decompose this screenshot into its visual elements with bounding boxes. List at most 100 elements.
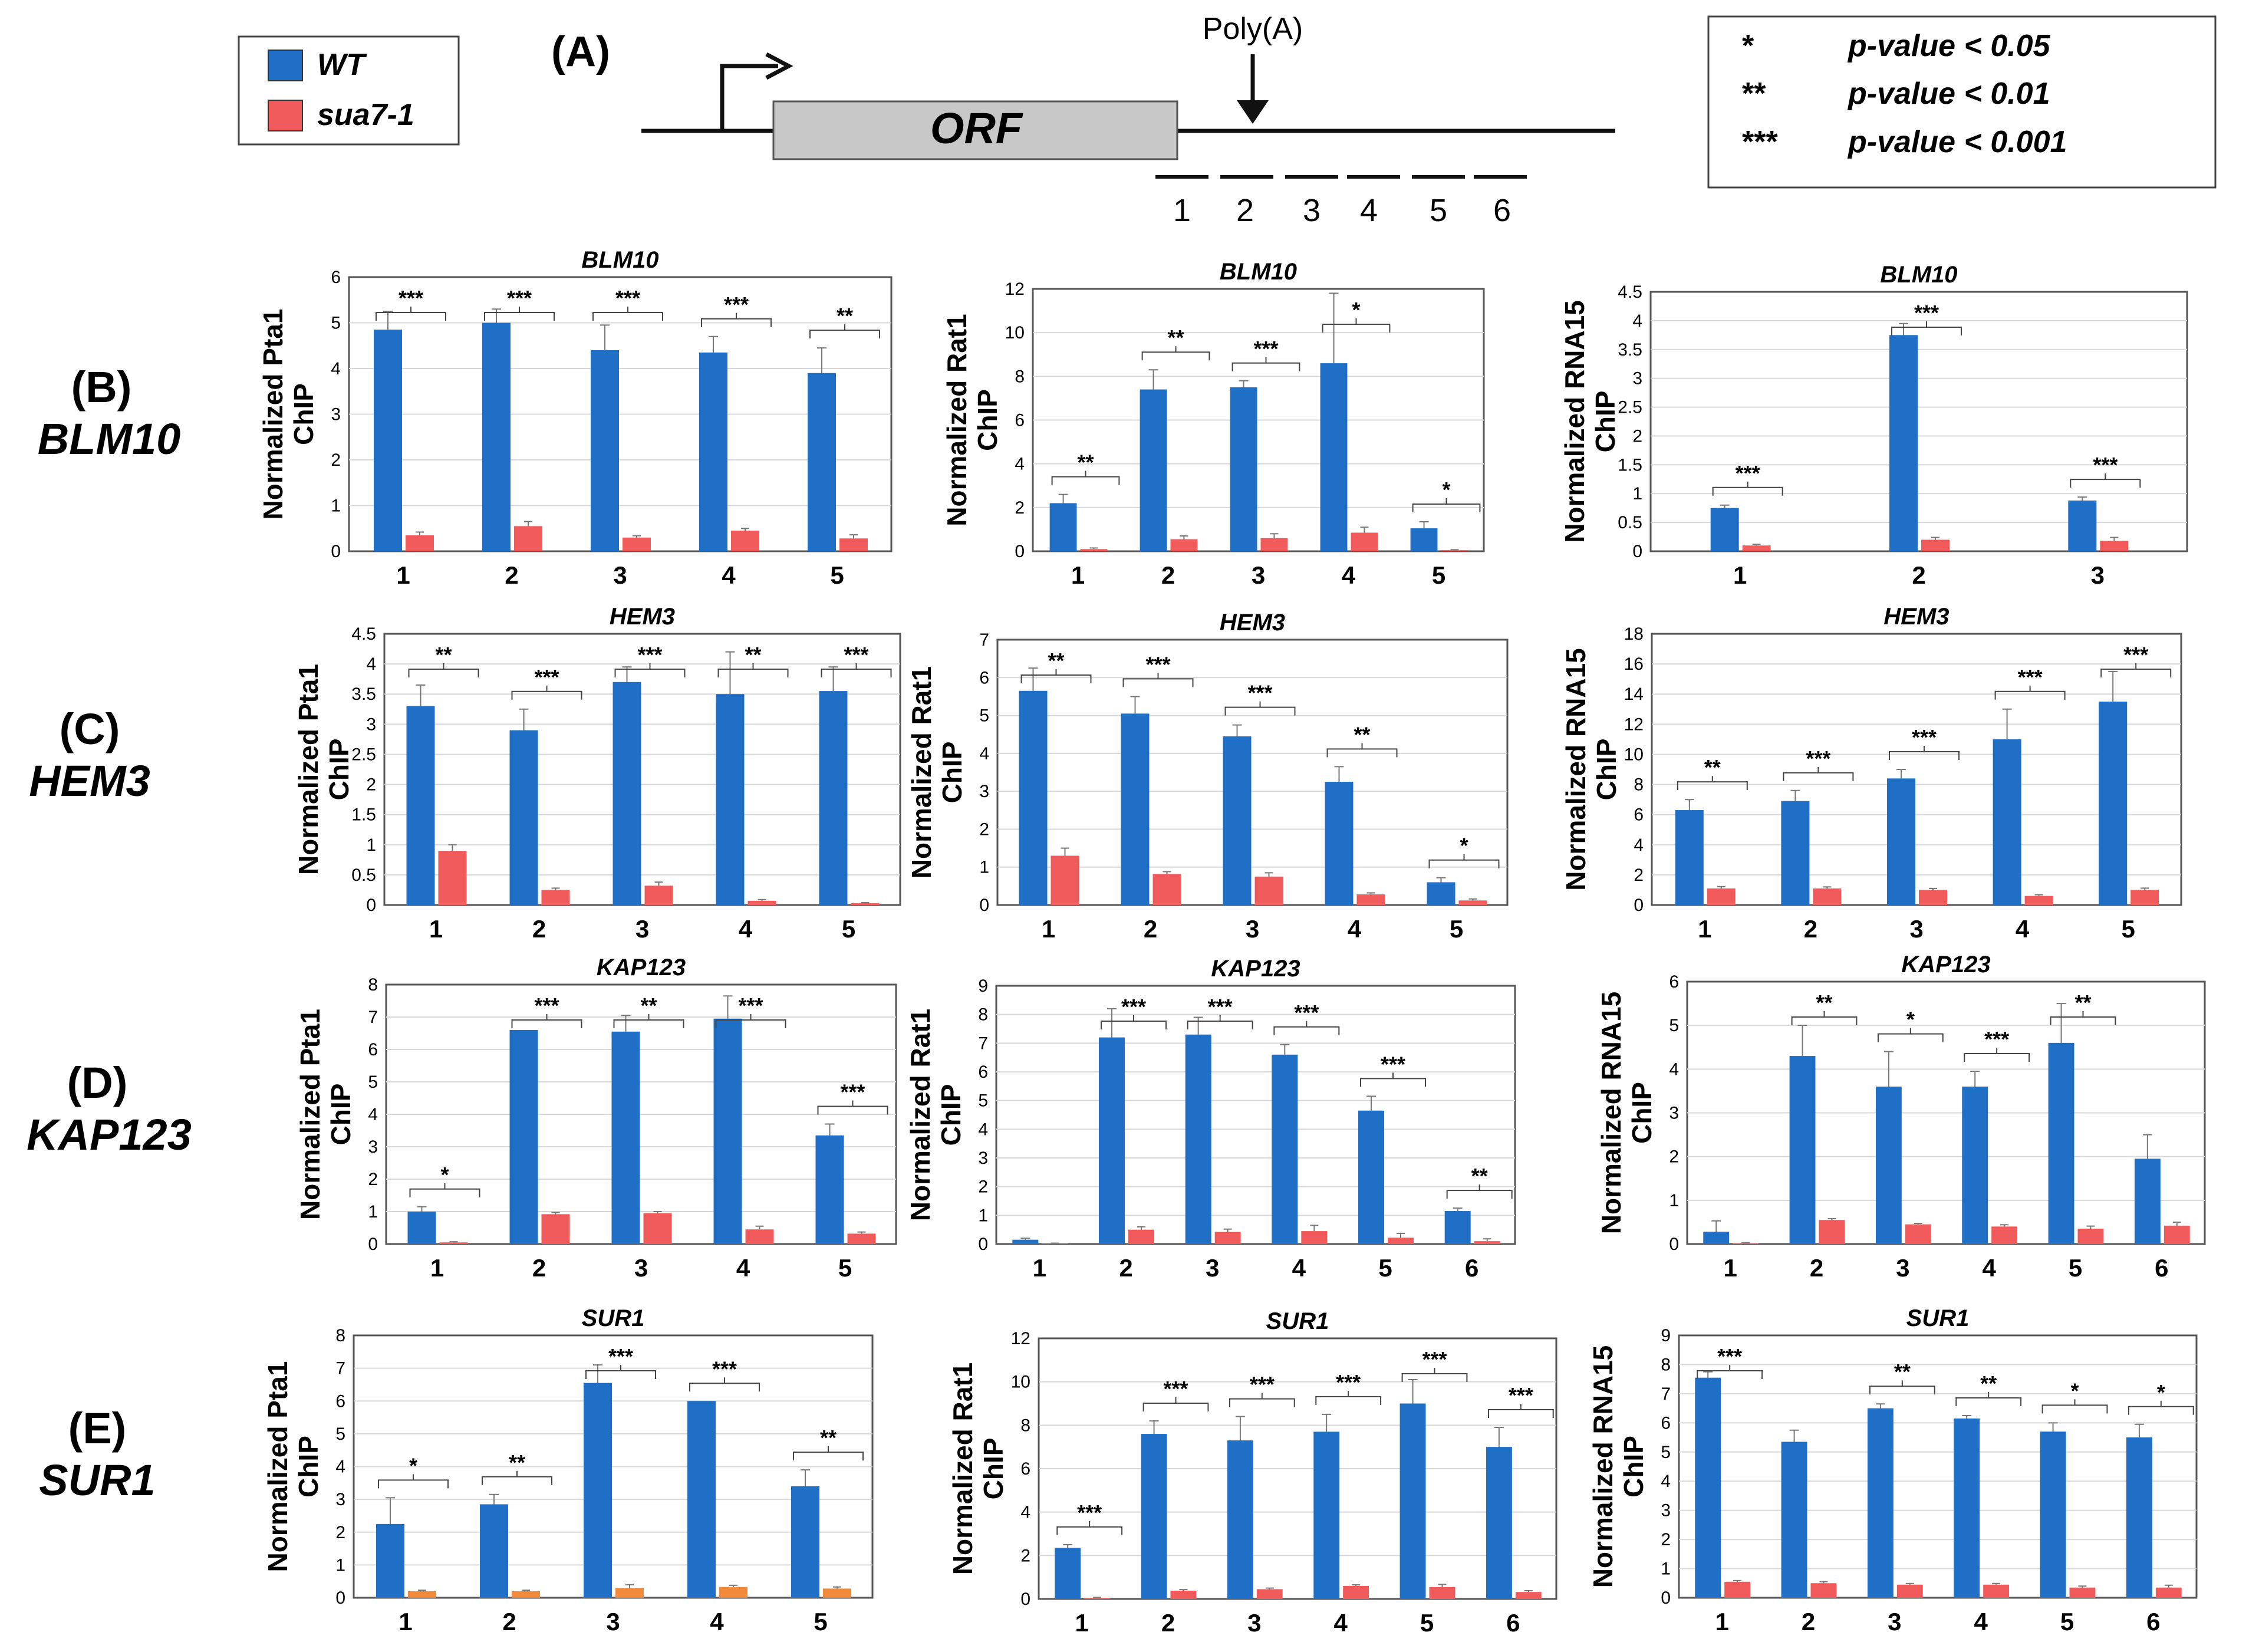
bar-sua7 [643, 1213, 672, 1244]
bar-wt [2126, 1437, 2152, 1598]
y-tick-label: 18 [1624, 624, 1644, 644]
x-tick-label: 1 [1723, 1254, 1737, 1282]
pvalue-stars-3: *** [1742, 125, 1778, 159]
y-axis-label: Normalized Pta1ChIP [258, 309, 319, 520]
bar-wt [1141, 1434, 1167, 1599]
significance-stars: ** [1048, 649, 1064, 673]
significance-stars: *** [608, 1344, 633, 1368]
bar-sua7 [2100, 541, 2129, 551]
bar-sua7 [1819, 1220, 1845, 1244]
region-label-1: 1 [1173, 193, 1191, 228]
significance-stars: *** [399, 286, 423, 310]
significance-stars: * [440, 1163, 449, 1187]
significance-stars: ** [820, 1426, 837, 1450]
x-tick-label: 4 [722, 561, 736, 589]
bar-wt [509, 730, 538, 905]
y-tick-label: 3 [1661, 1501, 1671, 1521]
gene-schematic: (A) ORF Poly(A) 1 2 3 4 5 6 [551, 12, 1615, 228]
bar-sua7 [2155, 1587, 2182, 1598]
bar-sua7 [408, 1591, 436, 1598]
bar-wt [1695, 1377, 1721, 1598]
bar-wt [1781, 1442, 1807, 1598]
y-tick-label: 5 [331, 314, 341, 333]
significance-stars: ** [1816, 990, 1832, 1015]
y-tick-label: 4 [1015, 455, 1025, 474]
bar-wt [1358, 1110, 1384, 1244]
y-tick-label: 2 [1020, 1546, 1030, 1565]
x-tick-label: 5 [842, 915, 855, 943]
x-tick-label: 5 [2069, 1254, 2082, 1282]
significance-stars: *** [534, 993, 559, 1018]
significance-stars: *** [2093, 453, 2118, 477]
bar-wt [716, 694, 745, 905]
chart-title: HEM3 [1883, 604, 1949, 630]
bar-wt [1867, 1408, 1894, 1598]
bar-wt [2134, 1159, 2161, 1244]
x-tick-label: 3 [1206, 1254, 1219, 1282]
chart-title: SUR1 [582, 1305, 645, 1331]
y-tick-label: 6 [1015, 411, 1025, 430]
significance-stars: ** [1704, 755, 1721, 779]
bar-sua7 [1152, 874, 1181, 905]
row-gene-hem3: HEM3 [29, 756, 150, 805]
pvalue-stars-1: * [1742, 29, 1754, 63]
significance-stars: *** [1208, 995, 1233, 1019]
y-tick-label: 2 [1661, 1530, 1671, 1549]
bar-sua7 [839, 538, 868, 551]
region-label-6: 6 [1493, 193, 1511, 228]
bar-wt [815, 1135, 844, 1244]
bar-sua7 [1214, 1232, 1241, 1244]
x-tick-label: 3 [634, 1254, 648, 1282]
x-tick-label: 4 [1974, 1608, 1988, 1635]
bar-sua7 [1742, 545, 1771, 551]
x-tick-label: 2 [1912, 561, 1925, 589]
x-tick-label: 1 [1042, 915, 1055, 943]
x-tick-label: 4 [1292, 1254, 1306, 1282]
y-tick-label: 10 [1005, 323, 1025, 343]
bar-wt [1889, 335, 1918, 551]
legend-swatch-sua7 [268, 100, 303, 131]
bar-sua7 [1707, 888, 1736, 905]
x-tick-label: 3 [1252, 561, 1265, 589]
significance-stars: ** [1167, 325, 1184, 350]
chart-1: 0 1 2 3 4 5 6 BLM10 Normalized Pta1ChIP 1 *** 2 *** 3… [258, 247, 893, 589]
x-tick-label: 6 [2146, 1608, 2160, 1635]
x-tick-label: 5 [2122, 915, 2135, 943]
chart-title: BLM10 [1880, 262, 1957, 288]
bar-wt [1675, 810, 1704, 905]
y-tick-label: 3.5 [1618, 340, 1642, 360]
bar-wt [1444, 1211, 1471, 1244]
bar-wt [1486, 1447, 1512, 1599]
x-tick-label: 2 [1161, 1609, 1175, 1637]
bar-sua7 [1919, 890, 1947, 905]
y-tick-label: 6 [1669, 972, 1679, 992]
x-tick-label: 4 [1342, 561, 1356, 589]
chart-title: BLM10 [581, 247, 658, 273]
x-tick-label: 2 [505, 561, 518, 589]
y-tick-label: 4 [979, 744, 989, 764]
x-tick-label: 2 [532, 915, 546, 943]
region-markers: 1 2 3 4 5 6 [1155, 175, 1527, 228]
bar-sua7 [438, 851, 467, 905]
y-tick-label: 0 [335, 1588, 345, 1608]
y-tick-label: 12 [1624, 715, 1644, 734]
row-gene-sur1: SUR1 [39, 1456, 155, 1505]
bar-wt [1140, 389, 1167, 551]
bar-sua7 [1388, 1238, 1414, 1244]
significance-bracket [1315, 1396, 1382, 1405]
x-tick-label: 4 [1982, 1254, 1996, 1282]
legend-label-sua7: sua7-1 [317, 98, 414, 132]
y-tick-label: 0 [978, 1235, 988, 1254]
x-tick-label: 6 [2155, 1254, 2168, 1282]
bar-sua7 [1441, 550, 1468, 551]
y-tick-label: 5 [335, 1424, 345, 1444]
x-tick-label: 1 [430, 1254, 444, 1282]
bar-sua7 [1051, 855, 1079, 905]
chart-title: KAP123 [1211, 956, 1300, 982]
y-tick-label: 6 [978, 1062, 988, 1082]
bar-sua7 [623, 537, 651, 551]
y-tick-label: 3 [366, 715, 376, 734]
